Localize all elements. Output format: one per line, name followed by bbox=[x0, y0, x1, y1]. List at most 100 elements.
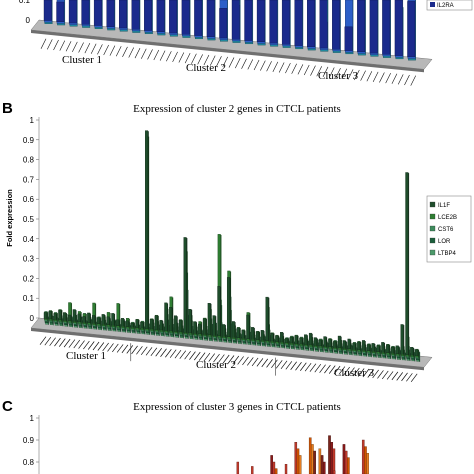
panel-a-bar bbox=[181, 0, 190, 35]
panel-a-bar bbox=[144, 0, 152, 31]
panel-a-sample-label-mark bbox=[59, 40, 66, 51]
panel-b-bar-side bbox=[123, 318, 125, 327]
panel-b-bar bbox=[77, 313, 81, 323]
panel-b: B Expression of cluster 2 genes in CTCL … bbox=[2, 100, 472, 383]
panel-b-bar-side bbox=[80, 314, 82, 323]
panel-c-bars bbox=[236, 435, 369, 474]
panel-b-bar-side bbox=[196, 322, 197, 335]
panel-b-sample-label-mark bbox=[198, 352, 206, 361]
panel-b-sample-label-mark bbox=[333, 365, 341, 375]
panel-c-bar bbox=[284, 464, 288, 474]
panel-b-bar bbox=[217, 234, 221, 338]
panel-c-bar bbox=[322, 461, 326, 474]
panel-b-bar bbox=[400, 324, 404, 355]
panel-b-sample-label-mark bbox=[112, 343, 119, 353]
panel-b-title: Expression of cluster 2 genes in CTCL pa… bbox=[133, 103, 341, 115]
panel-b-bar bbox=[246, 314, 250, 339]
panel-b-bar-side bbox=[331, 339, 332, 348]
panel-b-sample-label-mark bbox=[68, 339, 76, 348]
panel-a-sample-label-mark bbox=[84, 42, 91, 54]
panel-b-bar-side bbox=[109, 317, 111, 326]
panel-b-bar bbox=[390, 347, 394, 354]
panel-b-legend-label: CST6 bbox=[438, 227, 454, 233]
panel-b-bar bbox=[178, 319, 182, 333]
panel-b-bar-side bbox=[71, 303, 73, 323]
panel-b-bar-side bbox=[355, 344, 357, 350]
panel-b-bar-side bbox=[388, 345, 390, 354]
panel-b-bar-side bbox=[191, 309, 193, 334]
panel-b-sample-label-mark bbox=[396, 372, 403, 381]
panel-b-sample-label-mark bbox=[165, 349, 172, 358]
panel-b-bar bbox=[140, 322, 144, 329]
panel-b-bar-side bbox=[335, 342, 337, 349]
panel-b-bar-side bbox=[350, 339, 352, 350]
panel-a-legend-label: IL2RA bbox=[437, 3, 454, 9]
panel-b-sample-label-mark bbox=[203, 352, 211, 362]
panel-a-bar bbox=[56, 1, 65, 22]
panel-b-y-tick-label: 0.6 bbox=[23, 195, 35, 204]
panel-b-bar-side bbox=[119, 304, 121, 328]
panel-a-sample-label-mark bbox=[385, 73, 391, 84]
panel-b-sample-label-mark bbox=[59, 338, 66, 347]
panel-b-bar bbox=[53, 313, 57, 320]
panel-b-bar bbox=[154, 315, 158, 330]
panel-b-bar-side bbox=[138, 320, 140, 329]
panel-a-sample-label-mark bbox=[397, 74, 404, 85]
panel-b-y-tick-label: 0.8 bbox=[23, 156, 35, 165]
panel-a-bar bbox=[319, 0, 328, 49]
panel-a-sample-label-mark bbox=[172, 51, 178, 62]
panel-b-bar bbox=[395, 345, 399, 354]
panel-a-y-tick-label: 0 bbox=[26, 16, 31, 25]
panel-b-bar-side bbox=[215, 316, 217, 336]
panel-b-bar-side bbox=[244, 330, 246, 339]
panel-b-sample-label-mark bbox=[126, 345, 134, 354]
panel-b-sample-label-mark bbox=[49, 337, 56, 346]
panel-a-bar bbox=[269, 0, 278, 44]
panel-a-sample-label-mark bbox=[122, 46, 128, 57]
panel-b-legend-swatch bbox=[429, 237, 436, 244]
panel-b-bar bbox=[106, 316, 110, 325]
panel-a-sample-label-mark bbox=[40, 38, 47, 49]
panel-a-sample-label-mark bbox=[285, 63, 291, 74]
panel-b-bar bbox=[130, 323, 134, 328]
panel-a-sample-label-mark bbox=[253, 59, 260, 71]
panel-a-floor-edge bbox=[31, 30, 424, 73]
panel-b-sample-label-mark bbox=[78, 340, 85, 349]
panel-a-bar bbox=[256, 0, 265, 43]
panel-b-bar bbox=[111, 313, 115, 326]
panel-a-sample-label-mark bbox=[335, 68, 341, 79]
panel-b-bar bbox=[323, 336, 327, 347]
panel-a-sample-label-mark bbox=[266, 61, 272, 72]
panel-b-bar bbox=[352, 343, 356, 350]
panel-a: 0 0.1 Cluster 1 Cluster 2 Cluster 3 IL2RA bbox=[19, 0, 473, 86]
panel-b-bar bbox=[299, 337, 303, 345]
panel-b-sample-label-mark bbox=[338, 366, 346, 375]
panel-c-bar bbox=[366, 453, 369, 474]
panel-b-sample-label-mark bbox=[381, 370, 389, 380]
panel-b-sample-label-mark bbox=[169, 349, 177, 358]
panel-a-sample-label-mark bbox=[109, 45, 116, 56]
panel-a-sample-label-mark bbox=[241, 58, 247, 69]
panel-a-bar bbox=[294, 0, 303, 46]
panel-a-bar bbox=[231, 0, 240, 40]
panel-c-letter: C bbox=[2, 398, 13, 415]
panel-a-cluster-2-label: Cluster 2 bbox=[186, 62, 226, 74]
panel-c-bar bbox=[313, 450, 316, 474]
panel-a-sample-label-mark bbox=[303, 64, 310, 76]
panel-b-floor-edge bbox=[31, 328, 424, 371]
panel-c-title: Expression of cluster 3 genes in CTCL pa… bbox=[133, 401, 341, 413]
panel-a-sample-label-mark bbox=[372, 71, 379, 83]
panel-b-bar bbox=[116, 319, 120, 326]
panel-b-y-tick-label: 0 bbox=[30, 314, 35, 323]
panel-b-sample-label-mark bbox=[343, 366, 350, 376]
panel-c-bar bbox=[361, 439, 365, 474]
panel-b-bar bbox=[308, 332, 312, 346]
panel-b-bar-side bbox=[278, 336, 279, 343]
panel-b-bar bbox=[361, 340, 366, 351]
panel-b-bar bbox=[96, 317, 100, 325]
panel-b-sample-label-mark bbox=[357, 368, 365, 377]
panel-b-bar bbox=[120, 318, 124, 327]
panel-b-sample-label-mark bbox=[193, 351, 201, 361]
panel-c-bar bbox=[294, 442, 298, 474]
